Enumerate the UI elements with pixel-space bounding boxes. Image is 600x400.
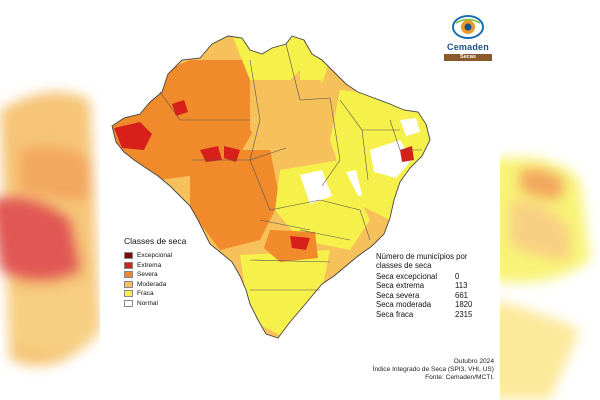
region-extrema-amazonas [172,100,188,116]
state-borders [159,43,422,291]
stat-value: 1820 [455,300,473,310]
region-normal-ne3 [400,118,420,136]
region-severa-central [190,150,280,250]
region-extrema-rondonia2 [224,146,240,162]
legend-label: Moderada [137,280,167,288]
background-blur-left [0,0,110,400]
stat-label: Seca moderada [376,300,432,310]
logo-subtitle: Secas [444,54,492,61]
footer-date: Outubro 2024 [453,358,494,365]
region-extrema-rondonia1 [200,146,222,162]
stat-row-fraca: Seca fraca 2315 [376,310,496,319]
legend-label: Fraca [137,290,154,298]
stat-value: 2315 [455,309,473,319]
region-fraca-south [240,250,330,338]
region-normal-centralwest [300,170,332,204]
legend-swatch [124,280,133,288]
drought-map-card: Cemaden Secas Classes de seca Excepciona… [100,0,500,400]
legend-item-fraca: Fraca [124,289,234,299]
region-moderada-para [250,80,350,160]
legend-item-moderada: Moderada [124,280,234,290]
region-extrema-acre [114,122,152,150]
legend-swatch [124,252,133,260]
footer-index: Índice Integrado de Seca (SPI3, VHI, US) [372,366,494,373]
logo-name: Cemaden [447,42,489,52]
brazil-drought-map [111,35,431,339]
legend-item-normal: Normal [124,299,234,309]
stat-value: 113 [455,281,468,291]
stat-value: 0 [455,272,460,281]
stat-row-excepcional: Seca excepcional 0 [376,272,496,281]
cemaden-logo: Cemaden Secas [440,14,496,66]
stat-value: 661 [455,290,469,300]
legend-label: Excepcional [137,252,173,260]
legend-swatch [124,290,133,298]
legend-label: Extrema [137,261,162,269]
legend-swatch [124,261,133,269]
stat-label: Seca severa [376,290,420,300]
region-fraca-amapa [300,40,330,90]
legend-item-extrema: Extrema [124,261,234,271]
source-footer: Outubro 2024 Índice Integrado de Seca (S… [373,358,494,382]
legend-swatch [124,299,133,307]
legend-title: Classes de seca [124,236,187,246]
legend-label: Normal [137,299,158,307]
legend: Classes de seca Excepcional Extrema Seve… [124,236,234,308]
legend-item-severa: Severa [124,270,234,280]
legend-label: Severa [137,271,158,279]
legend-swatch [124,271,133,279]
stat-row-severa: Seca severa 661 [376,291,496,300]
stat-label: Seca fraca [376,309,414,319]
region-extrema-sp [290,236,310,250]
stat-row-moderada: Seca moderada 1820 [376,300,496,309]
background-blur-right [490,0,600,400]
stat-row-extrema: Seca extrema 113 [376,281,496,290]
municipality-stats: Número de municípios por classes de seca… [376,252,496,319]
footer-source: Fonte: Cemaden/MCTI. [425,374,494,381]
stat-label: Seca extrema [376,281,425,291]
eye-icon [452,15,484,39]
legend-item-excepcional: Excepcional [124,251,234,261]
stat-label: Seca excepcional [376,272,438,281]
stats-title: Número de municípios por classes de seca [376,252,468,270]
